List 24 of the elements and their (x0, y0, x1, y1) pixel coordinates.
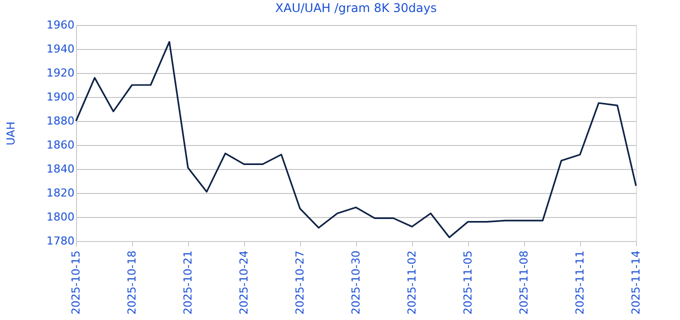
y-tick-label: 1860 (46, 138, 74, 152)
y-tick-label: 1820 (46, 186, 74, 200)
y-tick-label: 1960 (46, 18, 74, 32)
x-tick-label: 2025-11-02 (406, 250, 418, 314)
y-tick-label: 1780 (46, 234, 74, 248)
x-tick-label: 2025-10-15 (70, 250, 82, 314)
x-tick-label: 2025-10-21 (182, 250, 194, 314)
line-series (75, 41, 637, 238)
x-tick-label: 2025-11-11 (574, 250, 586, 314)
x-tick-label: 2025-10-24 (238, 250, 250, 314)
y-tick-label: 1920 (46, 66, 74, 80)
y-tick-label: 1840 (46, 162, 74, 176)
x-tick-label: 2025-10-30 (350, 250, 362, 314)
chart-title: XAU/UAH /gram 8K 30days (275, 1, 437, 15)
y-axis-title: UAH (4, 122, 18, 146)
y-tick-label: 1800 (46, 210, 74, 224)
x-tick-label: 2025-11-05 (462, 250, 474, 314)
x-tick-label: 2025-10-18 (126, 250, 138, 314)
y-tick-label: 1940 (46, 42, 74, 56)
y-tick-label: 1880 (46, 114, 74, 128)
x-tick-label: 2025-10-27 (294, 250, 306, 314)
x-tick-label: 2025-11-08 (518, 250, 530, 314)
y-tick-label: 1900 (46, 90, 74, 104)
x-tick-label: 2025-11-14 (630, 250, 642, 314)
